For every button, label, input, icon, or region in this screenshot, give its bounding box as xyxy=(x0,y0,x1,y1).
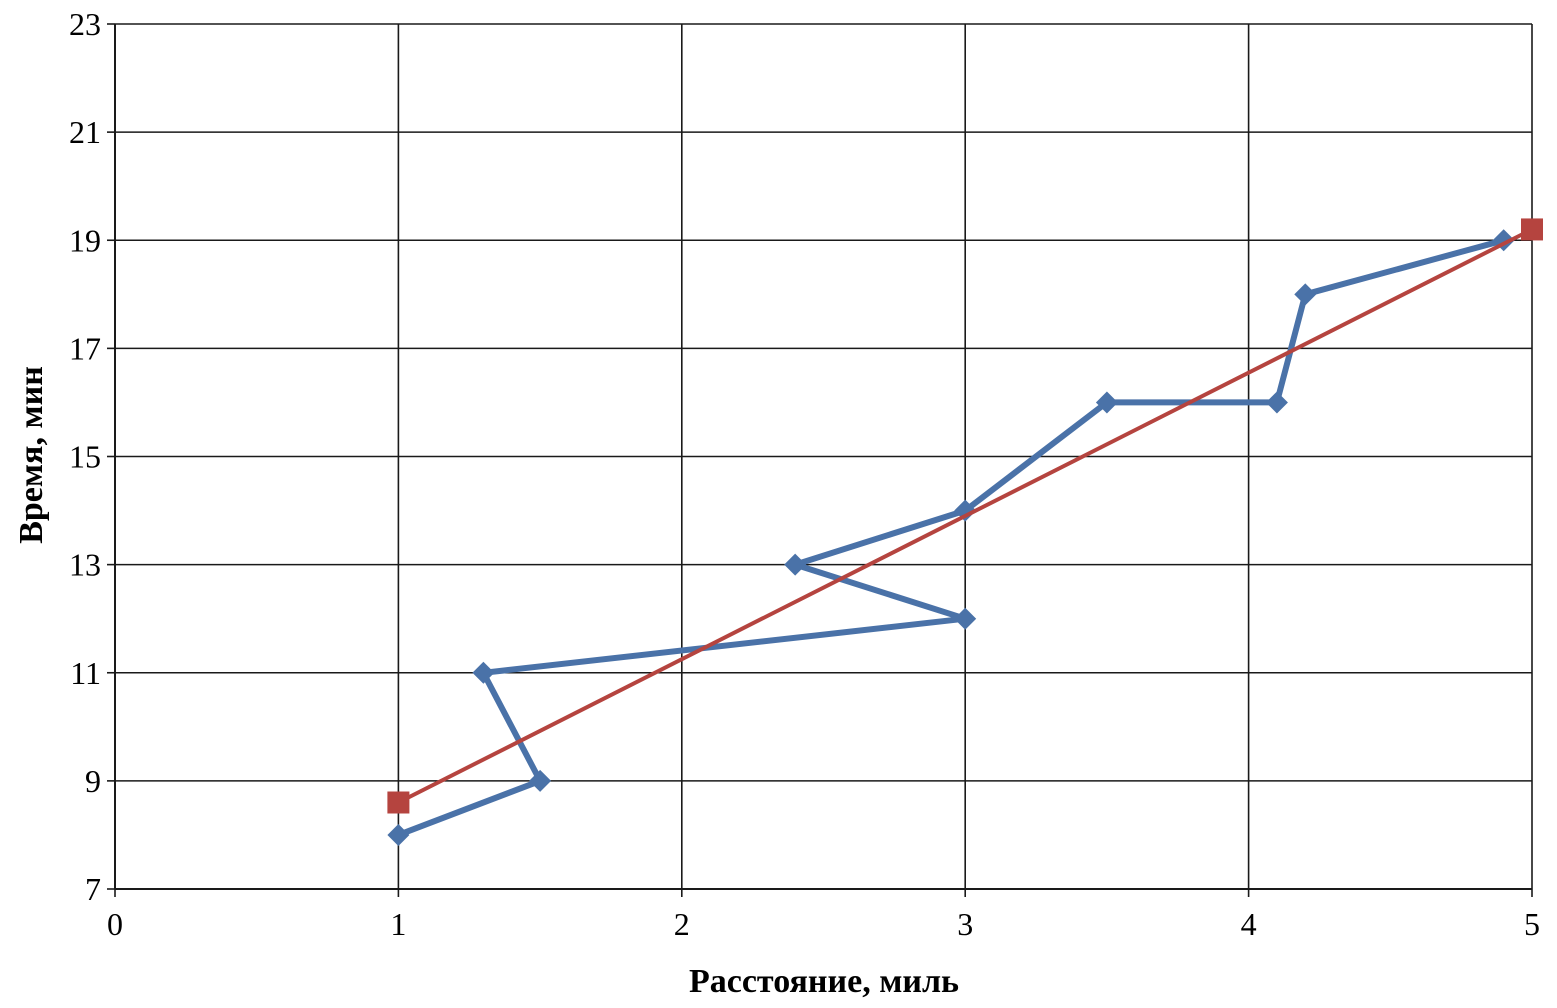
series-layer xyxy=(387,218,1543,846)
y-axis-title: Время, мин xyxy=(13,366,50,544)
x-tick-label: 0 xyxy=(107,906,123,942)
series-line xyxy=(395,237,1507,838)
series-line xyxy=(396,227,1534,805)
y-tick-label: 17 xyxy=(69,330,101,366)
x-tick-label: 2 xyxy=(674,906,690,942)
y-tick-label: 13 xyxy=(69,547,101,583)
x-tick-label: 1 xyxy=(390,906,406,942)
y-tick-label: 19 xyxy=(69,222,101,258)
data-point-diamond xyxy=(1095,391,1118,414)
axes xyxy=(107,23,1533,897)
series-1 xyxy=(387,229,1515,846)
data-point-square xyxy=(1521,218,1543,241)
series-2 xyxy=(387,218,1543,814)
y-tick-label: 11 xyxy=(70,655,101,691)
data-point-diamond xyxy=(387,823,410,846)
data-point-diamond xyxy=(1294,283,1317,306)
data-point-square xyxy=(387,791,410,814)
y-tick-label: 9 xyxy=(85,763,101,799)
data-point-diamond xyxy=(954,607,977,630)
data-point-diamond xyxy=(529,769,552,792)
y-tick-label: 23 xyxy=(69,6,101,42)
data-point-diamond xyxy=(784,553,807,576)
data-point-diamond xyxy=(954,499,977,522)
grid xyxy=(115,23,1533,889)
x-tick-label: 4 xyxy=(1241,906,1257,942)
y-tick-label: 15 xyxy=(69,439,101,475)
x-tick-label: 5 xyxy=(1524,906,1540,942)
data-point-diamond xyxy=(1265,391,1288,414)
x-axis-title: Расстояние, миль xyxy=(689,963,959,1000)
x-tick-label: 3 xyxy=(957,906,973,942)
y-tick-label: 7 xyxy=(85,871,101,907)
y-tick-label: 21 xyxy=(69,114,101,150)
data-point-diamond xyxy=(472,661,495,684)
